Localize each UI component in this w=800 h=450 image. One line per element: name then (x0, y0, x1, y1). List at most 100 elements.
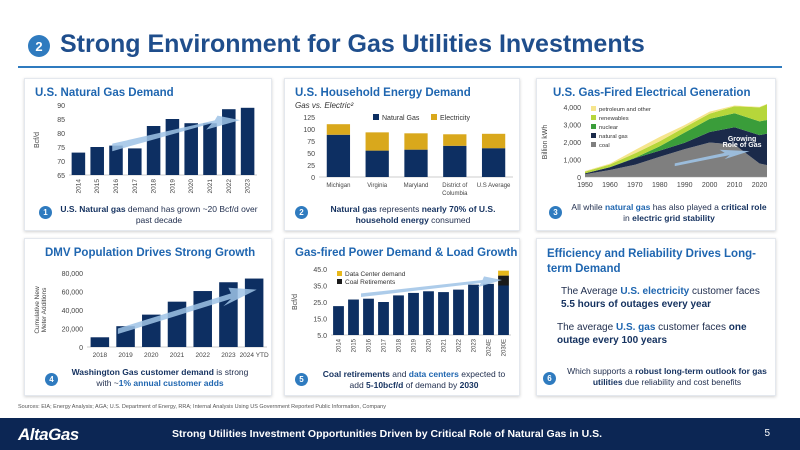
area-nuclear (585, 113, 767, 174)
y-tick-label: 3,000 (563, 123, 581, 130)
x-tick-label: 2023 (245, 179, 252, 194)
x-tick-label: 2022 (226, 179, 233, 194)
stat-text: The Average (561, 286, 621, 297)
stat-emphasis: one outage every 100 years (557, 322, 747, 346)
panel-us-gas-demand: U.S. Natural Gas Demand 65 70 75 80 85 90 Bcf/… (24, 78, 272, 231)
bar-base (498, 285, 509, 335)
x-tick-label: 2019 (118, 352, 133, 359)
y-tick-label: 15.0 (313, 317, 327, 324)
y-axis-label: Meter Additions (41, 287, 48, 333)
x-tick-label: 2010 (727, 182, 743, 189)
stat-highlight: U.S. electricity (620, 286, 690, 297)
y-tick-label: 70 (57, 159, 65, 166)
bar-base (438, 292, 449, 335)
panel-caption: Washington Gas customer demand is strong… (67, 367, 253, 389)
y-tick-label: 65 (57, 173, 65, 180)
caption-text: expected to add (349, 369, 506, 390)
legend-swatch (431, 114, 437, 120)
legend-swatch (591, 133, 596, 138)
bar-base (468, 284, 479, 335)
dmv-meter-additions-chart: 0 20,000 40,000 60,000 80,000 Cumulative New M… (34, 271, 269, 359)
legend-label: Data Center demand (345, 271, 406, 278)
sources-footnote: Sources: EIA; Energy Analysis; AGA; U.S.… (18, 404, 386, 410)
caption-emphasis: critical role (721, 202, 767, 212)
panel-title: U.S. Natural Gas Demand (35, 87, 174, 99)
caption-text: and (389, 369, 409, 379)
caption-text: due reliability and cost benefits (622, 377, 742, 387)
caption-text: has also played a (650, 202, 722, 212)
x-tick-label: 2016 (113, 179, 120, 194)
caption-text: of demand by (403, 380, 460, 390)
panel-caption: U.S. Natural gas demand has grown ~20 Bc… (59, 204, 259, 226)
panel-efficiency-reliability: Efficiency and Reliability Drives Long-t… (536, 238, 776, 396)
bar-base (453, 289, 464, 335)
y-tick-label: 2,000 (563, 140, 581, 147)
bar-natural-gas (443, 145, 467, 177)
y-tick-label: 80,000 (62, 271, 84, 278)
bar-natural-gas (481, 148, 506, 177)
caption-emphasis: 5-10bcf/d (366, 380, 404, 390)
x-tick-label: 2022 (457, 338, 463, 352)
bar-electricity (481, 133, 506, 149)
y-tick-label: 90 (57, 103, 65, 110)
number-badge: 1 (39, 206, 52, 219)
y-tick-label: 25 (307, 163, 315, 170)
growth-arrow (674, 149, 750, 167)
y-tick-label: 40,000 (62, 308, 84, 315)
caption-emphasis: 2030 (459, 380, 479, 390)
bar-base (348, 299, 359, 335)
legend-label: petroleum and other (599, 107, 651, 113)
y-tick-label: 50 (307, 151, 315, 158)
bar-electricity (365, 132, 389, 151)
panel-caption: All while natural gas has also played a … (571, 202, 767, 224)
x-tick-label: District of (442, 183, 467, 189)
x-tick-label: 2016 (367, 338, 373, 352)
bar-electricity (443, 134, 467, 146)
x-tick-label: Maryland (404, 183, 429, 189)
bar (193, 291, 212, 347)
legend-label: Electricity (440, 115, 470, 122)
caption-text: demand has grown ~20 Bcf/d over past dec… (125, 204, 258, 225)
caption-emphasis: electric grid stability (632, 213, 715, 223)
legend-label: Coal Retirements (345, 279, 396, 286)
title-divider (18, 66, 782, 68)
annotation-label: Growing (728, 136, 756, 143)
panel-caption: Coal retirements and data centers expect… (315, 369, 513, 391)
y-axis-label: Cumulative New (34, 286, 41, 334)
caption-text: consumed (428, 215, 471, 225)
bar (222, 109, 236, 175)
bar-base (378, 302, 389, 335)
x-tick-label: 2017 (132, 179, 139, 194)
y-tick-label: 5.0 (317, 333, 327, 340)
legend-swatch (591, 115, 596, 120)
x-tick-label: 2018 (93, 352, 108, 359)
stat-text: The average (557, 322, 616, 333)
footer-tagline: Strong Utilities Investment Opportunitie… (172, 428, 602, 440)
x-tick-label: 2014 (75, 179, 82, 194)
legend-label: renewables (599, 116, 629, 122)
area-renewables (585, 104, 767, 174)
caption-highlight: data centers (408, 369, 459, 379)
panel-household-energy: U.S. Household Energy Demand Gas vs. Ele… (284, 78, 520, 231)
panel-caption: Which supports a robust long-term outloo… (563, 366, 771, 388)
caption-text: Which supports a (567, 366, 636, 376)
x-tick-label: 2014 (337, 338, 343, 352)
x-tick-label: 2000 (702, 182, 718, 189)
y-tick-label: 125 (303, 115, 315, 122)
caption-emphasis: U.S. Natural gas (60, 204, 126, 214)
y-tick-label: 0 (577, 175, 581, 182)
panel-dmv-population: DMV Population Drives Strong Growth 0 20,… (24, 238, 272, 396)
y-tick-label: 4,000 (563, 105, 581, 112)
bar-base (363, 298, 374, 335)
x-tick-label: 2023 (472, 338, 478, 352)
y-tick-label: 60,000 (62, 290, 84, 297)
bar (71, 152, 86, 175)
x-tick-label: 2020 (144, 352, 159, 359)
x-tick-label: 2020 (427, 338, 433, 352)
gas-outage-stat: The average U.S. gas customer faces one … (557, 321, 771, 347)
y-axis-label: Bcf/d (34, 132, 41, 148)
growth-arrow (117, 287, 257, 335)
y-tick-label: 75 (307, 139, 315, 146)
panel-title: U.S. Gas-Fired Electrical Generation (553, 87, 751, 99)
caption-emphasis: robust long-term outlook for gas utiliti… (592, 366, 767, 387)
